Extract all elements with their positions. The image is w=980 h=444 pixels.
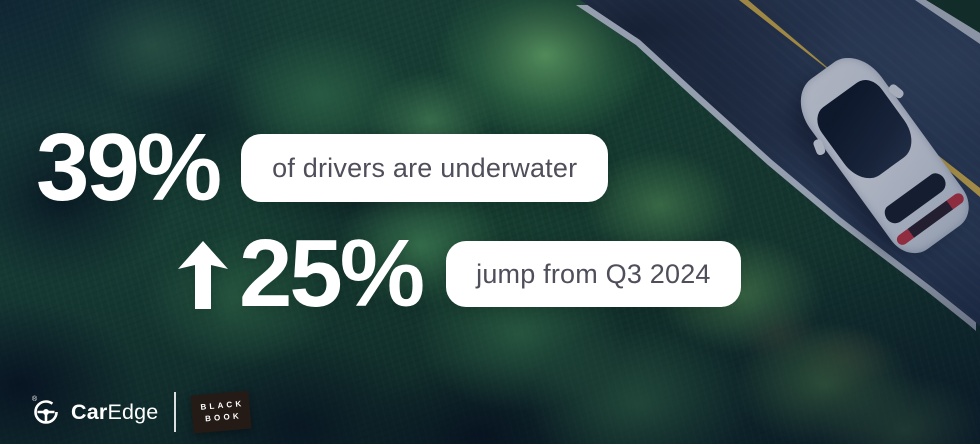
stat-row-jump: 25% jump from Q3 2024 [176, 220, 741, 327]
caredge-logo: ® [32, 396, 59, 425]
stat-pill-underwater: of drivers are underwater [241, 134, 609, 202]
footer-divider [174, 392, 176, 432]
stat-pill-underwater-label: of drivers are underwater [272, 152, 578, 183]
registered-trademark-mark: ® [32, 396, 38, 403]
stat-pill-jump: jump from Q3 2024 [446, 241, 741, 307]
stat-pill-jump-label: jump from Q3 2024 [476, 258, 711, 289]
caredge-wordmark-edge: Edge [107, 399, 159, 424]
blackbook-line2: BOOK [204, 411, 243, 424]
stat-row-underwater: 39% of drivers are underwater [36, 114, 609, 221]
up-arrow-icon [178, 241, 228, 309]
stat-value-39-percent: 39% [36, 114, 222, 221]
caredge-wordmark: CarEdge [71, 400, 158, 425]
brand-footer: ® CarEdge BLACK BOOK [32, 390, 252, 434]
caredge-wordmark-car: Car [71, 399, 108, 424]
steering-wheel-icon [34, 400, 58, 424]
stat-value-25-percent: 25% [239, 220, 425, 327]
blackbook-logo: BLACK BOOK [190, 390, 252, 434]
